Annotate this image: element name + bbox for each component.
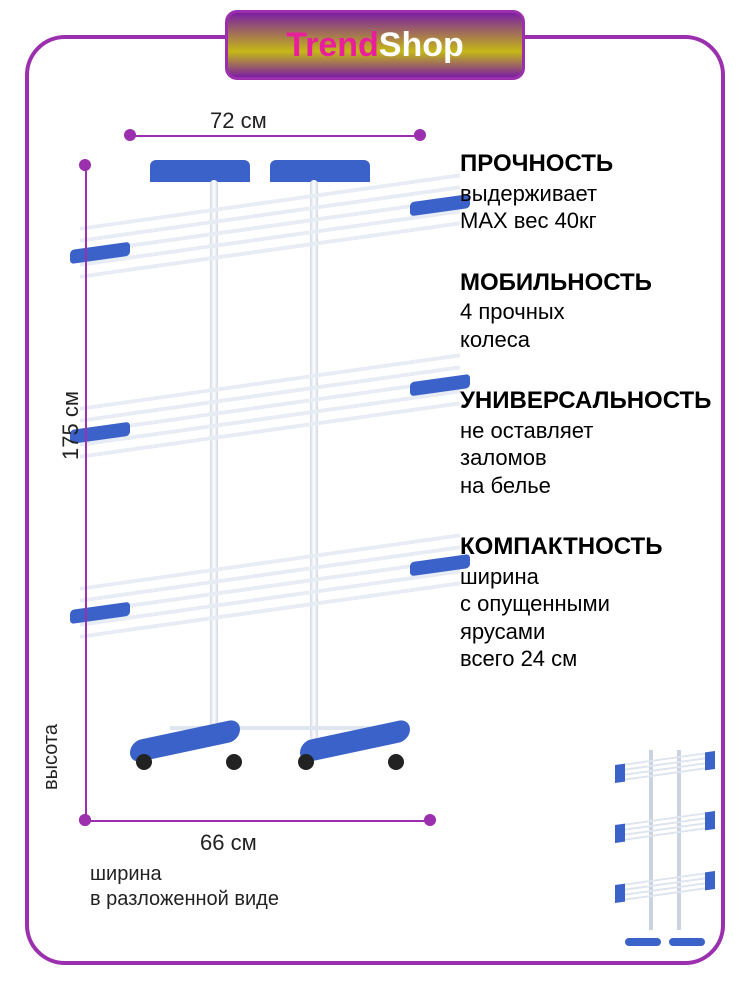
dimension-endpoint [424, 814, 436, 826]
feature-item: ПРОЧНОСТЬ выдерживаетMAX вес 40кг [460, 150, 720, 235]
dimension-height-label: высота [40, 724, 63, 790]
feature-item: МОБИЛЬНОСТЬ 4 прочныхколеса [460, 269, 720, 354]
rack-tier [80, 533, 460, 646]
feature-list: ПРОЧНОСТЬ выдерживаетMAX вес 40кг МОБИЛЬ… [460, 150, 720, 707]
dimension-bottom-label: ширина в разложенной виде [90, 862, 279, 912]
wheel-icon [226, 754, 242, 770]
feature-desc: не оставляетзаломовна белье [460, 417, 720, 500]
dimension-line-bottom [85, 820, 430, 822]
dimension-line-height [85, 165, 87, 820]
brand-badge: TrendShop [225, 10, 525, 80]
dimension-endpoint [79, 159, 91, 171]
drying-rack-illustration [110, 140, 430, 770]
drying-rack-thumbnail [615, 740, 715, 950]
dimension-endpoint [124, 129, 136, 141]
text: в разложенной виде [90, 888, 279, 910]
text: ширина [90, 863, 162, 885]
feature-desc: ширинас опущеннымиярусамивсего 24 см [460, 563, 720, 673]
feature-title: МОБИЛЬНОСТЬ [460, 269, 720, 297]
feature-title: УНИВЕРСАЛЬНОСТЬ [460, 387, 720, 415]
dimension-bottom-width: 66 см [200, 830, 257, 856]
dimension-height-value: 175 см [58, 391, 84, 460]
wheel-icon [136, 754, 152, 770]
rack-base [130, 710, 410, 770]
wheel-icon [388, 754, 404, 770]
dimension-endpoint [79, 814, 91, 826]
feature-item: УНИВЕРСАЛЬНОСТЬ не оставляетзаломовна бе… [460, 387, 720, 499]
brand-part1: Trend [286, 26, 379, 65]
feature-item: КОМПАКТНОСТЬ ширинас опущеннымиярусамивс… [460, 533, 720, 673]
rack-tier [80, 353, 460, 466]
feature-title: ПРОЧНОСТЬ [460, 150, 720, 178]
dimension-line-top [130, 135, 420, 137]
brand-part2: Shop [379, 26, 464, 65]
rack-pole-right [310, 180, 318, 740]
rack-tier [80, 173, 460, 286]
wheel-icon [298, 754, 314, 770]
rack-top-hangers [150, 160, 370, 182]
feature-title: КОМПАКТНОСТЬ [460, 533, 720, 561]
dimension-top-width: 72 см [210, 108, 267, 134]
feature-desc: 4 прочныхколеса [460, 298, 720, 353]
dimension-endpoint [414, 129, 426, 141]
feature-desc: выдерживаетMAX вес 40кг [460, 180, 720, 235]
